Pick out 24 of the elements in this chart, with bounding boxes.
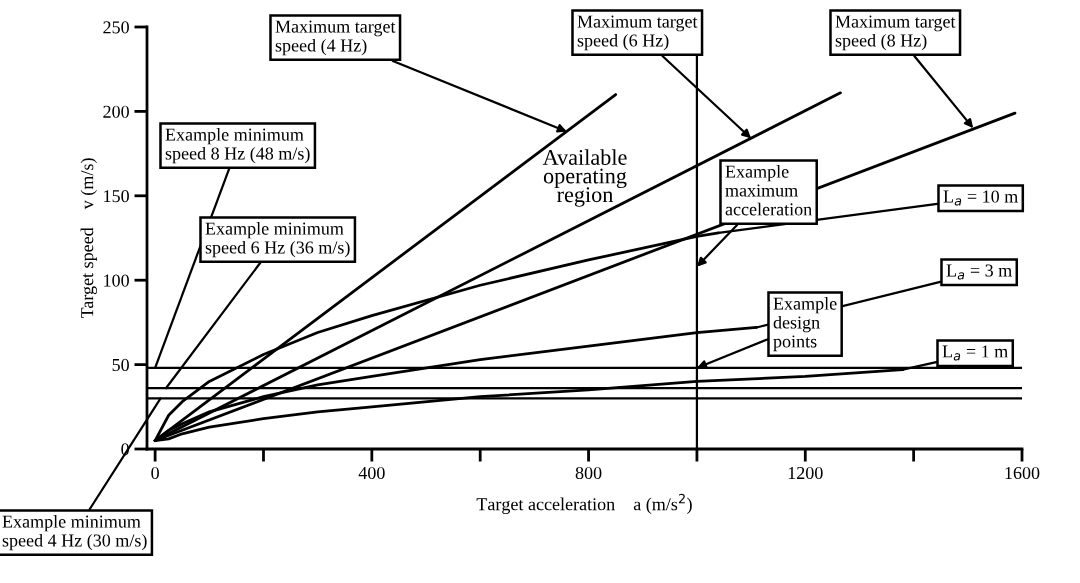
y-tick-label: 250 xyxy=(103,21,129,34)
annotation: Maximum target speed (8 Hz) xyxy=(835,15,956,51)
annotation: Example minimum speed 8 Hz (48 m/s) xyxy=(165,128,310,164)
annotation: L$_{a}$ = 3 m xyxy=(946,264,1012,280)
x-tick-label: 800 xyxy=(575,466,602,480)
y-tick-label: 100 xyxy=(104,274,129,287)
y-tick-label: 200 xyxy=(103,105,129,118)
annotation: Example minimum speed 4 Hz (30 m/s) xyxy=(2,515,147,551)
y-axis-title: Target speed v (m/s) xyxy=(80,158,97,319)
x-tick-label: 0 xyxy=(151,466,159,480)
annotation: Example maximum acceleration xyxy=(725,165,812,216)
y-tick-label: 50 xyxy=(112,358,129,372)
x-tick-label: 1200 xyxy=(788,466,823,480)
annotation: Example design points xyxy=(773,297,837,352)
annotation: L$_{a}$ = 10 m xyxy=(943,190,1018,206)
annotation: Available operating region xyxy=(542,149,627,207)
annotation: Maximum target speed (4 Hz) xyxy=(275,20,396,56)
x-tick-label: 1600 xyxy=(1005,466,1040,480)
annotation: Example minimum speed 6 Hz (36 m/s) xyxy=(205,222,350,258)
x-axis-title: Target acceleration a (m/s$^{2}$) xyxy=(476,493,692,515)
annotation: Maximum target speed (6 Hz) xyxy=(577,15,698,51)
x-tick-label: 400 xyxy=(358,466,385,480)
y-tick-label: 150 xyxy=(104,190,129,203)
annotation: L$_{a}$ = 1 m xyxy=(942,345,1008,361)
